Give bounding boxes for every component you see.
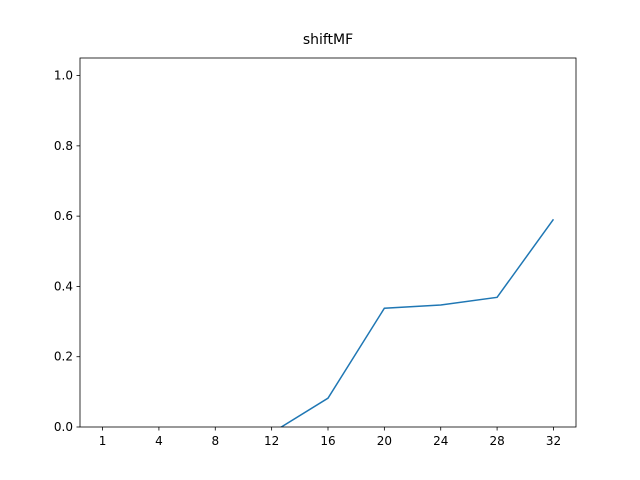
chart-title: shiftMF xyxy=(303,32,353,48)
x-tick-label: 8 xyxy=(211,434,219,448)
y-tick-label: 0.2 xyxy=(54,350,73,364)
y-tick-label: 0.0 xyxy=(54,420,73,434)
x-tick-label: 28 xyxy=(489,434,504,448)
x-tick-label: 4 xyxy=(155,434,163,448)
y-tick-label: 1.0 xyxy=(54,69,73,83)
data-line xyxy=(279,218,555,427)
x-tick-label: 20 xyxy=(377,434,392,448)
y-tick-label: 0.6 xyxy=(54,209,73,223)
x-tick-label: 1 xyxy=(99,434,107,448)
plot-frame xyxy=(79,57,577,428)
y-tick-label: 0.4 xyxy=(54,279,73,293)
x-tick-label: 32 xyxy=(546,434,561,448)
x-tick-label: 12 xyxy=(264,434,279,448)
x-tick-label: 24 xyxy=(433,434,448,448)
y-tick-label: 0.8 xyxy=(54,139,73,153)
x-tick-label: 16 xyxy=(320,434,335,448)
